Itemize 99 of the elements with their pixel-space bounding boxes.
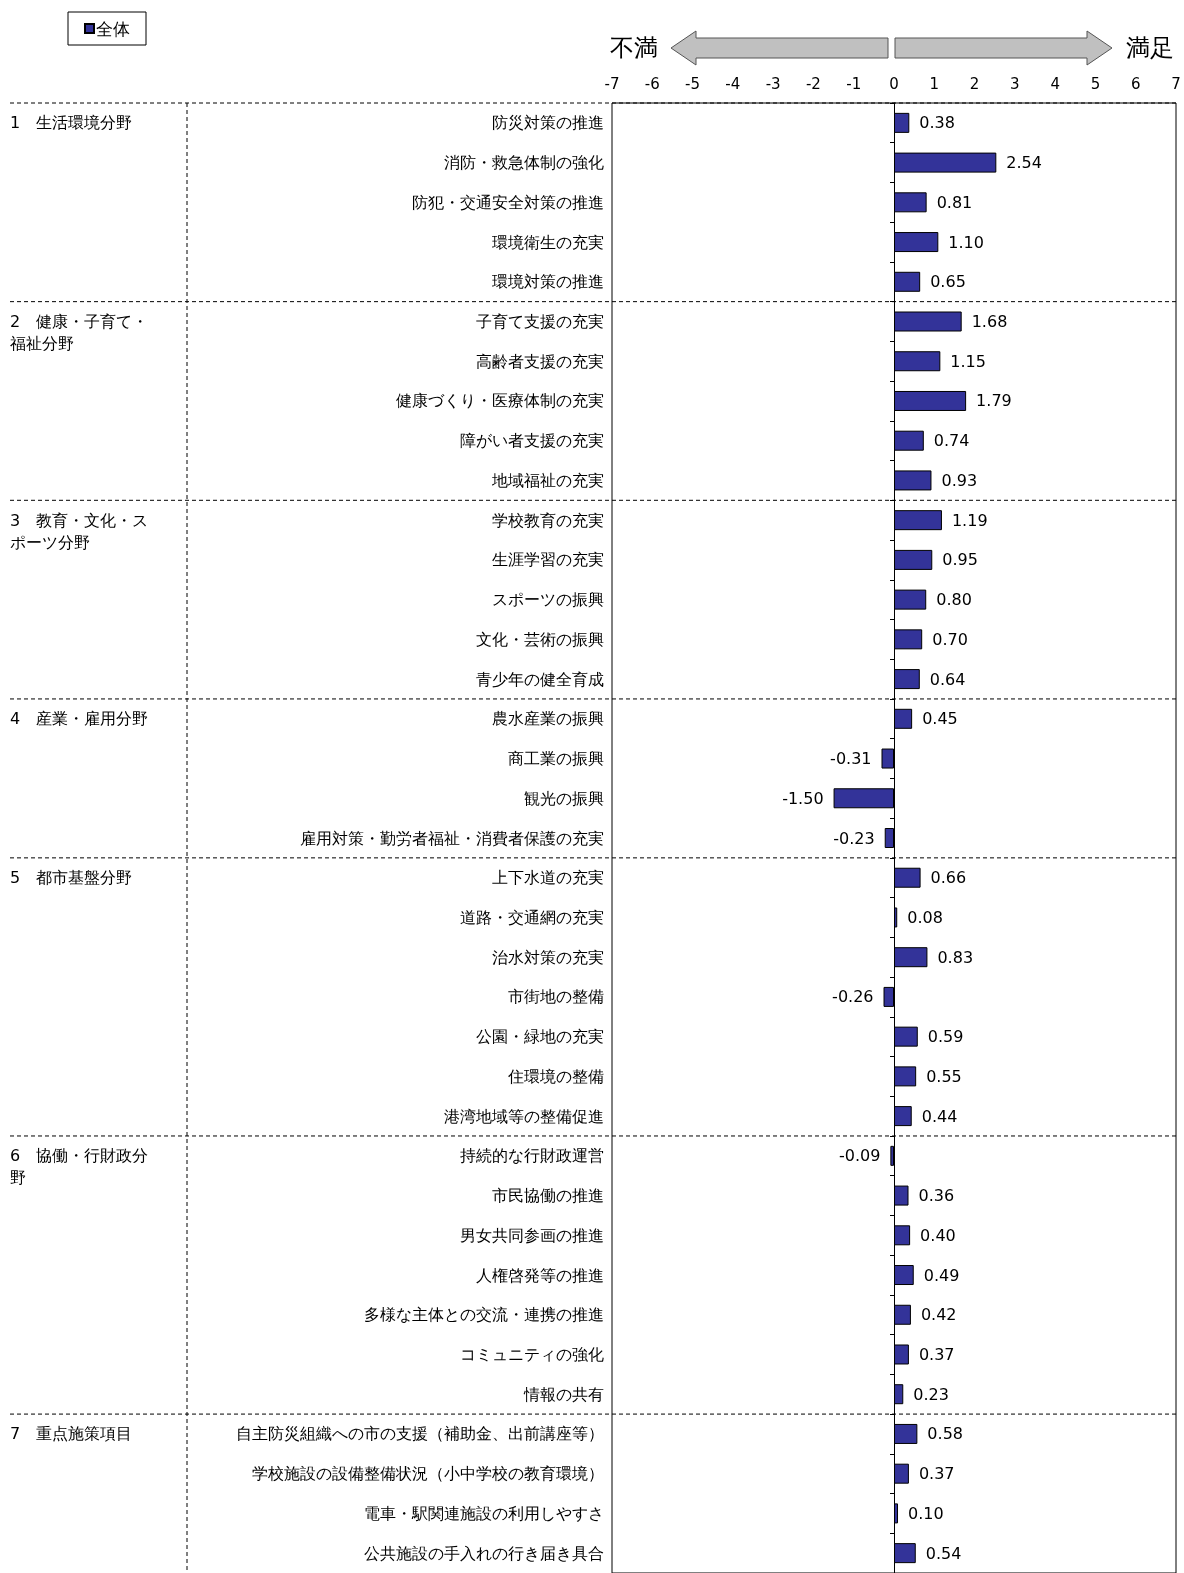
data-label: 0.10: [908, 1503, 944, 1523]
data-label: -0.23: [833, 828, 875, 848]
data-label: 1.79: [976, 391, 1012, 411]
y-tick-label: スポーツの振興: [492, 590, 604, 610]
text: 4 産業・雇用分野: [10, 709, 149, 729]
data-label: 0.66: [930, 868, 967, 888]
x-tick-label: 0: [889, 74, 899, 93]
y-tick-label: 市街地の整備: [508, 987, 604, 1007]
y-tick-label: コミュニティの強化: [460, 1344, 604, 1364]
y-tick-label: 公共施設の手入れの行き届き具合: [364, 1543, 604, 1563]
data-label: 0.37: [918, 1464, 955, 1484]
x-tick-label: -7: [604, 74, 620, 93]
y-tick-label: 環境対策の推進: [492, 272, 604, 292]
y-tick-label: 雇用対策・勤労者福祉・消費者保護の充実: [300, 828, 604, 848]
data-label: 0.58: [927, 1424, 963, 1444]
data-label: 0.44: [921, 1106, 958, 1126]
data-label: 0.38: [919, 113, 955, 133]
y-tick-label: 電車・駅関連施設の利用しやすさ: [364, 1503, 604, 1523]
data-label: 1.19: [951, 510, 988, 530]
y-tick-label: 文化・芸術の振興: [476, 629, 604, 649]
y-tick-label: 港湾地域等の整備促進: [444, 1106, 604, 1126]
data-label: 0.70: [932, 629, 968, 649]
y-tick-label: 持続的な行財政運営: [460, 1146, 604, 1166]
x-tick-label: 3: [1010, 74, 1020, 93]
data-label: 0.49: [923, 1265, 960, 1285]
data-label: 1.10: [948, 232, 984, 252]
text: 6 協働・行財政分野: [10, 1146, 149, 1188]
data-label: 0.93: [941, 470, 978, 490]
legend-label: 全体: [96, 18, 130, 39]
text: 満足: [1126, 33, 1174, 64]
data-label: 2.54: [1006, 153, 1042, 173]
data-label: -0.09: [838, 1146, 881, 1166]
data-label: 0.37: [918, 1344, 955, 1364]
text: 1 生活環境分野: [10, 113, 133, 133]
data-label: 0.55: [926, 1066, 962, 1086]
y-tick-label: 子育て支援の充実: [476, 312, 604, 332]
text: 不満: [610, 33, 658, 64]
y-tick-label: 治水対策の充実: [492, 947, 604, 967]
y-tick-label: 学校教育の充実: [492, 510, 604, 530]
x-tick-label: -6: [644, 74, 660, 93]
data-label: 0.54: [925, 1543, 962, 1563]
y-tick-label: 消防・救急体制の強化: [444, 153, 604, 173]
y-tick-label: 障がい者支援の充実: [460, 431, 604, 451]
data-label: 0.45: [922, 709, 958, 729]
x-tick-label: 7: [1171, 74, 1181, 93]
x-tick-label: 4: [1050, 74, 1060, 93]
y-tick-label: 高齢者支援の充実: [476, 351, 604, 371]
x-tick-label: 2: [969, 74, 980, 93]
y-tick-label: 生涯学習の充実: [492, 550, 604, 570]
data-label: 0.65: [930, 272, 966, 292]
x-tick-label: 5: [1090, 74, 1101, 93]
text: 3 教育・文化・スポーツ分野: [10, 510, 149, 552]
y-tick-label: 上下水道の充実: [492, 868, 604, 888]
text: 7 重点施策項目: [10, 1424, 133, 1444]
data-label: -1.50: [782, 788, 824, 808]
data-label: 0.42: [920, 1305, 957, 1325]
data-label: 1.68: [971, 312, 1008, 332]
y-tick-label: 観光の振興: [524, 788, 604, 808]
data-label: 0.36: [918, 1186, 955, 1206]
y-tick-label: 環境衛生の充実: [492, 232, 604, 252]
x-tick-label: -5: [685, 74, 701, 93]
x-tick-label: -1: [846, 74, 862, 93]
data-label: 0.59: [927, 1027, 964, 1047]
text: 2 健康・子育て・福祉分野: [10, 312, 149, 354]
y-tick-label: 情報の共有: [523, 1384, 604, 1404]
data-label: 0.40: [920, 1225, 956, 1245]
y-tick-label: 人権啓発等の推進: [476, 1265, 604, 1285]
y-tick-label: 道路・交通網の充実: [460, 907, 604, 927]
y-tick-label: 学校施設の設備整備状況（小中学校の教育環境）: [252, 1464, 604, 1484]
data-label: -0.31: [830, 749, 872, 769]
y-tick-label: 公園・緑地の充実: [476, 1027, 604, 1047]
y-tick-label: 防災対策の推進: [492, 113, 604, 133]
data-label: 0.83: [937, 947, 974, 967]
data-label: -0.26: [832, 987, 874, 1007]
y-tick-label: 健康づくり・医療体制の充実: [396, 391, 604, 411]
data-label: 0.08: [907, 907, 943, 927]
data-label: 1.15: [950, 351, 986, 371]
data-label: 0.80: [936, 590, 972, 610]
text: 5 都市基盤分野: [10, 868, 133, 888]
x-tick-label: 6: [1130, 74, 1141, 93]
y-tick-label: 防犯・交通安全対策の推進: [412, 192, 604, 212]
data-label: 0.81: [936, 192, 973, 212]
data-label: 0.64: [929, 669, 966, 689]
x-tick-label: -4: [725, 74, 741, 93]
y-tick-label: 市民協働の推進: [492, 1186, 604, 1206]
y-tick-label: 自主防災組織への市の支援（補助金、出前講座等）: [236, 1424, 604, 1444]
y-tick-label: 住環境の整備: [507, 1066, 604, 1086]
x-tick-label: 1: [929, 74, 940, 93]
y-tick-label: 商工業の振興: [508, 749, 604, 769]
data-label: 0.74: [933, 431, 970, 451]
y-tick-label: 多様な主体との交流・連携の推進: [364, 1305, 604, 1325]
y-tick-label: 農水産業の振興: [492, 709, 604, 729]
y-tick-label: 地域福祉の充実: [491, 470, 604, 490]
x-tick-label: -3: [765, 74, 781, 93]
y-tick-label: 男女共同参画の推進: [460, 1225, 604, 1245]
data-label: 0.23: [913, 1384, 949, 1404]
data-label: 0.95: [942, 550, 978, 570]
x-tick-label: -2: [805, 74, 821, 93]
y-tick-label: 青少年の健全育成: [476, 669, 604, 689]
